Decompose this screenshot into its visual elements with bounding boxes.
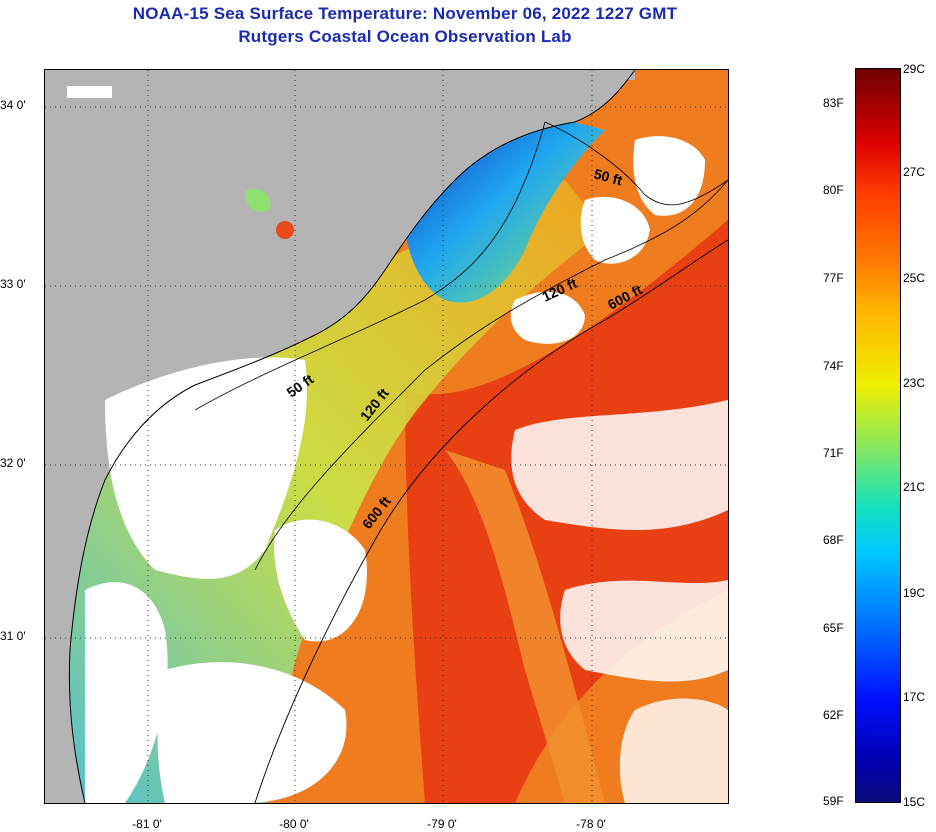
- colorbar-c-label: 23C: [903, 376, 926, 390]
- temperature-colorbar: [855, 68, 901, 803]
- colorbar-f-label: 83F: [823, 96, 844, 110]
- graticule: [45, 70, 728, 803]
- colorbar-c-label: 17C: [903, 690, 926, 704]
- cloud-mask: [274, 519, 367, 642]
- sst-map-canvas: 50 ft 120 ft 600 ft 50 ft 120 ft 600 ft: [45, 70, 728, 803]
- colorbar-c-label: 25C: [903, 271, 926, 285]
- land-area: [45, 70, 635, 803]
- cloud-mask: [619, 698, 728, 803]
- cloud-mask: [580, 196, 650, 264]
- colorbar-c-label: 19C: [903, 586, 926, 600]
- cloud-mask: [157, 662, 347, 803]
- lon-label-81: -81 0': [132, 817, 162, 831]
- cloud-mask: [105, 357, 307, 579]
- cold-nearshore-water: [405, 120, 605, 303]
- lon-label-79: -79 0': [427, 817, 457, 831]
- lat-label-32: 32 0': [0, 456, 26, 470]
- colorbar-f-label: 59F: [823, 794, 844, 808]
- cloud-mask: [510, 291, 585, 344]
- contour-label-50ft-north: 50 ft: [592, 165, 624, 188]
- warm-pond: [276, 221, 294, 239]
- cloud-mask: [560, 580, 728, 682]
- lon-label-78: -78 0': [576, 817, 606, 831]
- colorbar-f-label: 77F: [823, 271, 844, 285]
- contour-120ft: [254, 179, 728, 571]
- lon-label-80: -80 0': [279, 817, 309, 831]
- chart-title: NOAA-15 Sea Surface Temperature: Novembe…: [132, 4, 678, 23]
- coastline: [68, 70, 636, 803]
- colorbar-c-label: 21C: [903, 480, 926, 494]
- chart-subtitle: Rutgers Coastal Ocean Observation Lab: [238, 27, 572, 46]
- gulf-stream-filament: [445, 450, 605, 803]
- colorbar-c-label: 15C: [903, 795, 926, 809]
- colorbar-f-label: 65F: [823, 621, 844, 635]
- colorbar-f-label: 62F: [823, 708, 844, 722]
- colorbar-f-label: 68F: [823, 533, 844, 547]
- colorbar-f-label: 71F: [823, 446, 844, 460]
- land-lake: [67, 86, 112, 98]
- cloud-mask: [633, 136, 705, 216]
- contour-50ft: [194, 121, 546, 411]
- colorbar-c-label: 27C: [903, 165, 926, 179]
- lat-label-34: 34 0': [0, 98, 26, 112]
- contour-50ft-north: [544, 121, 728, 206]
- colorbar-f-label: 74F: [823, 359, 844, 373]
- sst-map: 50 ft 120 ft 600 ft 50 ft 120 ft 600 ft: [44, 69, 729, 804]
- cloud-mask: [85, 582, 168, 803]
- shelf-water: [45, 180, 605, 803]
- contour-600ft: [254, 239, 728, 803]
- cloud-mask: [511, 400, 728, 530]
- lat-label-31: 31 0': [0, 629, 26, 643]
- lat-label-33: 33 0': [0, 277, 26, 291]
- colorbar-c-label: 29C: [903, 62, 926, 76]
- colorbar-f-label: 80F: [823, 183, 844, 197]
